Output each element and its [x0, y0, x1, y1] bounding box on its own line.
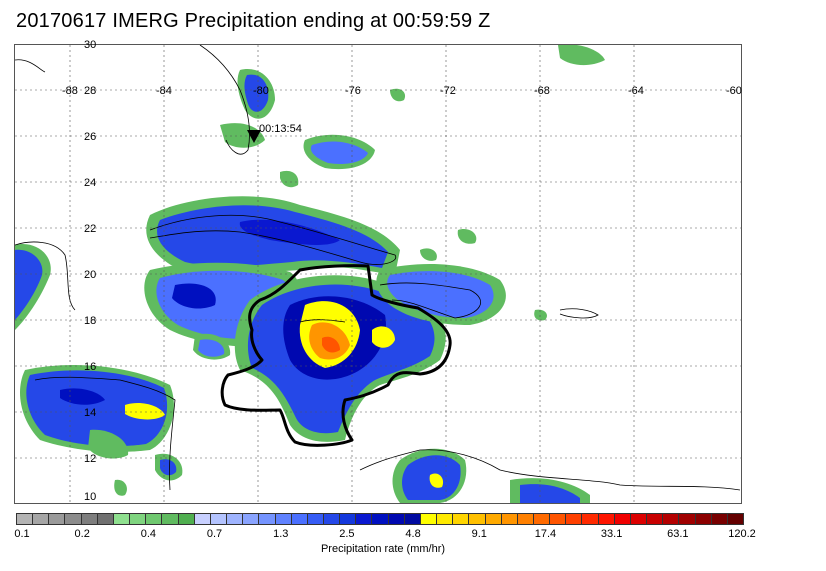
colorbar-ticks: 0.1 0.2 0.4 0.7 1.3 2.5 4.8 9.1 17.4 33.1 63.1 120.… — [0, 528, 826, 544]
lat-label: 14 — [84, 407, 96, 419]
lat-label: 30 — [84, 39, 96, 51]
colorbar-segment — [275, 514, 292, 524]
map-title: 20170617 IMERG Precipitation ending at 0… — [16, 10, 491, 32]
colorbar-segment — [323, 514, 341, 524]
colorbar-segment — [630, 514, 648, 524]
colorbar-segment — [517, 514, 534, 524]
lon-label: -64 — [628, 85, 644, 97]
colorbar-label: Precipitation rate (mm/hr) — [320, 543, 446, 555]
colorbar-segment — [65, 514, 82, 524]
colorbar-segment — [97, 514, 114, 524]
lon-label: -72 — [440, 85, 456, 97]
colorbar-segment — [711, 514, 728, 524]
lon-label: -88 — [62, 85, 78, 97]
lat-label: 26 — [84, 131, 96, 143]
colorbar-segment — [663, 514, 680, 524]
colorbar-segment — [598, 514, 615, 524]
lat-label: 20 — [84, 269, 96, 281]
colorbar-tick-label: 17.4 — [534, 528, 557, 540]
precip-colorbar — [16, 513, 744, 525]
coastlines — [15, 45, 741, 491]
colorbar-tick-label: 0.2 — [74, 528, 90, 540]
lat-label: 22 — [84, 223, 96, 235]
lon-label: -68 — [534, 85, 550, 97]
colorbar-tick-label: 0.4 — [140, 528, 157, 540]
satellite-overpass-marker — [247, 130, 261, 143]
colorbar-segment — [227, 514, 244, 524]
colorbar-segment — [178, 514, 195, 524]
precip-field — [15, 45, 605, 503]
colorbar-segment — [582, 514, 599, 524]
colorbar-tick-label: 63.1 — [667, 528, 689, 540]
colorbar-segment — [372, 514, 389, 524]
colorbar-segment — [420, 514, 438, 524]
colorbar-segment — [679, 514, 696, 524]
colorbar-tick-label: 4.8 — [405, 528, 421, 540]
storm-outline — [220, 264, 452, 447]
colorbar-tick-label: 0.7 — [206, 528, 223, 540]
colorbar-segment — [388, 514, 405, 524]
colorbar-tick-label: 2.5 — [339, 528, 355, 540]
colorbar-tick-label: 9.1 — [471, 528, 487, 540]
colorbar-tick-label: 33.1 — [600, 528, 623, 540]
colorbar-segment — [113, 514, 131, 524]
colorbar-segment — [469, 514, 486, 524]
lat-label: 24 — [84, 177, 96, 189]
lat-labels: 30 28 26 24 22 20 18 16 14 12 10 — [84, 39, 96, 503]
colorbar-segment — [404, 514, 421, 524]
lat-label: 12 — [84, 453, 96, 465]
lat-label: 18 — [84, 315, 96, 327]
lat-label: 28 — [84, 85, 96, 97]
colorbar-segment — [340, 514, 357, 524]
colorbar-segment — [550, 514, 567, 524]
lon-label: -84 — [156, 85, 172, 97]
marker-time-label: 00:13:54 — [259, 123, 302, 135]
colorbar-segment — [356, 514, 373, 524]
lon-labels: -88 -84 -80 -76 -72 -68 -64 -60 — [62, 85, 742, 97]
colorbar-segment — [647, 514, 664, 524]
colorbar-segment — [614, 514, 631, 524]
colorbar-segment — [453, 514, 470, 524]
colorbar-segment — [33, 514, 50, 524]
colorbar-tick-label: 0.1 — [14, 528, 30, 540]
colorbar-tick-label: 1.3 — [273, 528, 289, 540]
colorbar-segment — [17, 514, 34, 524]
colorbar-segment — [695, 514, 712, 524]
colorbar-segment — [307, 514, 324, 524]
colorbar-segment — [210, 514, 228, 524]
colorbar-segment — [81, 514, 98, 524]
colorbar-segment — [501, 514, 518, 524]
colorbar-segment — [437, 514, 454, 524]
lon-label: -60 — [726, 85, 742, 97]
colorbar-segment — [485, 514, 502, 524]
colorbar-segment — [534, 514, 551, 524]
lon-label: -76 — [345, 85, 361, 97]
colorbar-segment — [49, 514, 66, 524]
lat-label: 10 — [84, 491, 96, 503]
gridlines — [15, 45, 741, 503]
colorbar-segment — [566, 514, 583, 524]
colorbar-segment — [243, 514, 260, 524]
colorbar-segment — [162, 514, 179, 524]
colorbar-segment — [727, 514, 744, 524]
lon-label: -80 — [253, 85, 269, 97]
colorbar-segment — [194, 514, 211, 524]
colorbar-segment — [130, 514, 147, 524]
colorbar-segment — [146, 514, 163, 524]
colorbar-segment — [259, 514, 276, 524]
lat-label: 16 — [84, 361, 96, 373]
colorbar-segment — [291, 514, 308, 524]
colorbar-tick-label: 120.2 — [728, 528, 756, 540]
